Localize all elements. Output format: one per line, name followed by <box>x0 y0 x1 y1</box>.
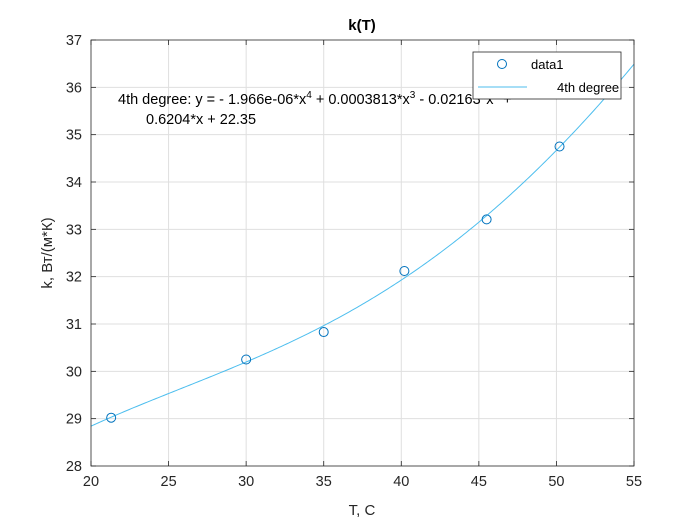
annotation-term-x4: 4th degree: y = - 1.966e-06*x <box>118 92 307 108</box>
annotation-line-2: 0.6204*x + 22.35 <box>146 112 256 128</box>
data-point <box>399 265 410 276</box>
axes <box>90 39 635 467</box>
x-axis-label: T, C <box>349 502 376 519</box>
x-tick-label: 35 <box>316 474 332 490</box>
data-point <box>554 141 565 152</box>
x-tick-label: 45 <box>471 474 487 490</box>
y-tick-label: 30 <box>66 364 82 380</box>
axes-box <box>90 39 635 467</box>
y-tick-label: 28 <box>66 459 82 475</box>
legend-box <box>472 51 622 100</box>
data-point <box>106 412 117 423</box>
fit-annotation: 4th degree: y = - 1.966e-06*x4 + 0.00038… <box>118 90 512 128</box>
y-tick-label: 32 <box>66 270 82 286</box>
y-axis-label: k, Вт/(м*К) <box>39 217 56 288</box>
plot-area <box>91 40 634 466</box>
y-tick-label: 33 <box>66 222 82 238</box>
y-tick-label: 37 <box>66 33 82 49</box>
fit-curve-group <box>90 63 635 427</box>
x-tick-label: 25 <box>161 474 177 490</box>
chart-title: k(T) <box>348 17 376 34</box>
x-tick-label: 30 <box>238 474 254 490</box>
annotation-line-1: 4th degree: y = - 1.966e-06*x4 + 0.00038… <box>118 90 512 108</box>
y-tick-label: 36 <box>66 80 82 96</box>
fit-curve-4th-degree <box>90 63 635 427</box>
legend: data1 4th degree <box>472 51 622 100</box>
legend-label-data1: data1 <box>531 57 564 72</box>
data-markers <box>106 141 565 423</box>
data-point <box>241 354 252 365</box>
annotation-exponent-4: 4 <box>306 90 312 101</box>
y-tick-label: 31 <box>66 317 82 333</box>
annotation-exponent-3: 3 <box>410 90 416 101</box>
x-tick-label: 50 <box>548 474 564 490</box>
y-tick-label: 34 <box>66 175 82 191</box>
y-tick-label: 29 <box>66 412 82 428</box>
x-tick-label: 55 <box>626 474 642 490</box>
legend-label-4th-degree: 4th degree <box>557 80 619 95</box>
grid <box>91 40 634 466</box>
annotation-term-x3: + 0.0003813*x <box>312 92 411 108</box>
legend-marker-data1 <box>497 59 507 69</box>
x-tick-label: 20 <box>83 474 99 490</box>
data-point <box>481 214 492 225</box>
y-tick-label: 35 <box>66 128 82 144</box>
x-tick-label: 40 <box>393 474 409 490</box>
data-point <box>318 327 329 338</box>
